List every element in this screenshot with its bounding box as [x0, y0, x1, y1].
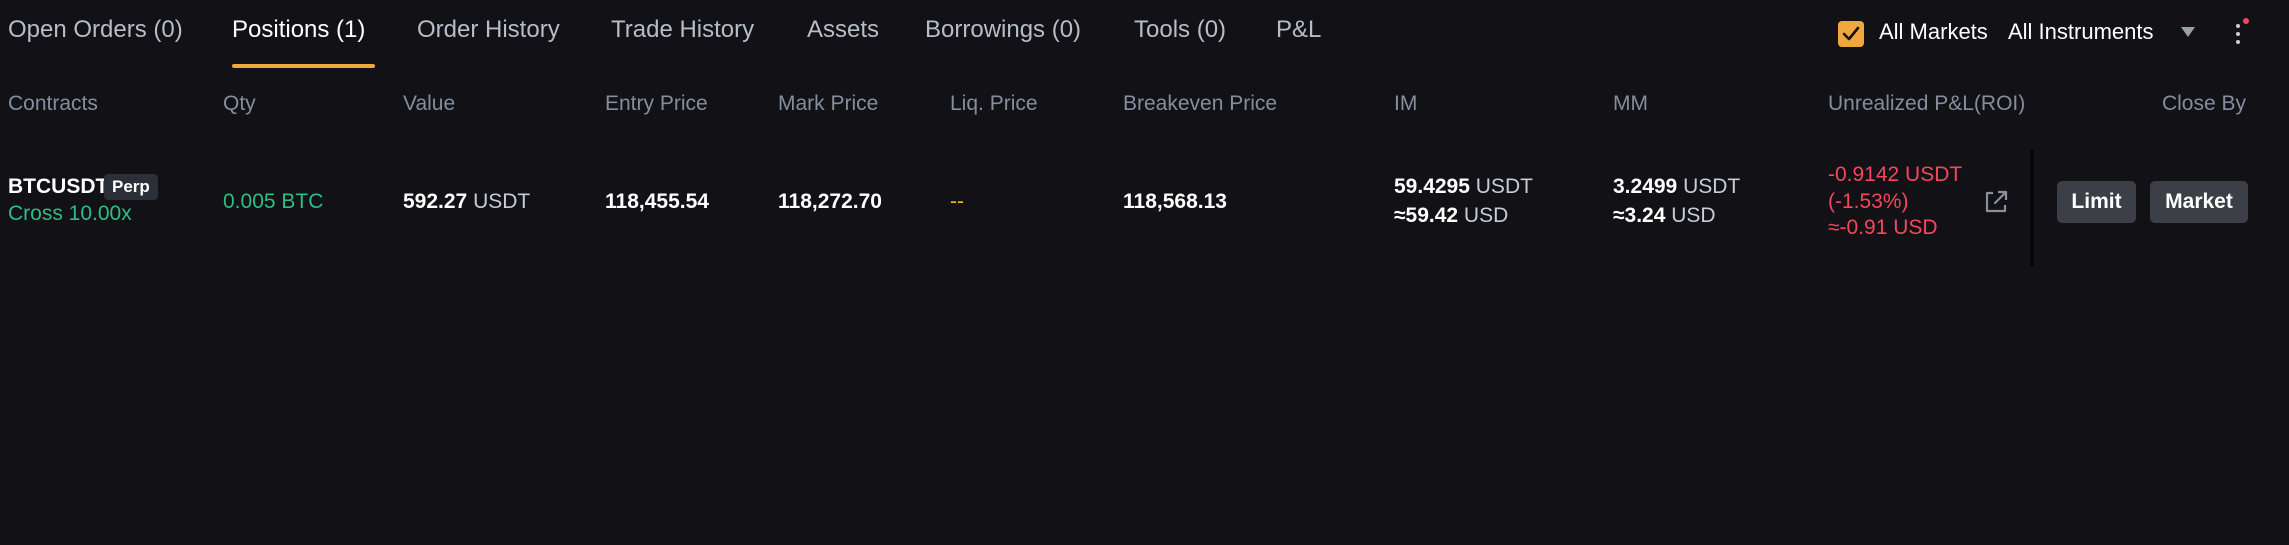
position-value-amount: 592.27 [403, 190, 468, 213]
more-vertical-icon[interactable] [2230, 18, 2249, 50]
close-limit-button[interactable]: Limit [2057, 181, 2136, 223]
header-mm: MM [1613, 92, 1648, 115]
header-value: Value [403, 92, 456, 115]
notification-dot [2243, 18, 2249, 24]
header-entry-price: Entry Price [605, 92, 708, 115]
mm-usd-amount: ≈3.24 [1613, 204, 1666, 227]
im-amount: 59.4295 [1394, 175, 1470, 198]
header-liq-price: Liq. Price [950, 92, 1038, 115]
header-close-by: Close By [2161, 92, 2246, 115]
contract-type-badge: Perp [104, 174, 158, 200]
position-qty: 0.005 BTC [223, 190, 324, 213]
tab-positions[interactable]: Positions (1) [232, 16, 366, 43]
header-im: IM [1394, 92, 1418, 115]
tab-trade-history[interactable]: Trade History [611, 16, 755, 43]
check-icon [1842, 26, 1860, 41]
mm-value: 3.2499 USDT [1613, 175, 1740, 199]
mm-usd-unit: USD [1671, 204, 1716, 227]
tab-bar: Open Orders (0) Positions (1) Order Hist… [0, 0, 2289, 70]
tab-pnl[interactable]: P&L [1276, 16, 1322, 43]
unrealized-roi: (-1.53%) [1828, 190, 1909, 213]
tab-borrowings[interactable]: Borrowings (0) [925, 16, 1082, 43]
tab-open-orders[interactable]: Open Orders (0) [8, 16, 183, 43]
im-usd-amount: ≈59.42 [1394, 204, 1459, 227]
position-value-unit: USDT [473, 190, 531, 213]
mm-unit: USDT [1683, 175, 1741, 198]
unrealized-pnl: -0.9142 USDT [1828, 163, 1963, 186]
mark-price: 118,272.70 [778, 190, 882, 213]
im-unit: USDT [1475, 175, 1533, 198]
instrument-select[interactable]: All Instruments [2008, 19, 2154, 44]
margin-mode[interactable]: Cross 10.00x [8, 202, 132, 225]
im-usd-unit: USD [1463, 204, 1509, 227]
im-value: 59.4295 USDT [1394, 175, 1533, 199]
entry-price: 118,455.54 [605, 190, 709, 213]
chevron-down-icon[interactable] [2180, 26, 2196, 38]
unrealized-pnl-usd: ≈-0.91 USD [1828, 216, 1938, 239]
liq-price: -- [950, 190, 964, 213]
tab-order-history[interactable]: Order History [417, 16, 560, 43]
header-unrealized-pnl: Unrealized P&L(ROI) [1828, 92, 2026, 115]
tab-assets[interactable]: Assets [807, 16, 880, 43]
header-mark-price: Mark Price [778, 92, 879, 115]
mm-amount: 3.2499 [1613, 175, 1678, 198]
position-value: 592.27 USDT [403, 190, 530, 214]
all-markets-label[interactable]: All Markets [1879, 19, 1988, 44]
column-divider [2030, 150, 2034, 266]
close-market-button[interactable]: Market [2150, 181, 2248, 223]
all-markets-checkbox[interactable] [1838, 21, 1864, 47]
contract-symbol[interactable]: BTCUSDT [8, 175, 109, 198]
header-contracts: Contracts [8, 92, 98, 115]
mm-usd: ≈3.24 USD [1613, 204, 1716, 228]
breakeven-price: 118,568.13 [1123, 190, 1227, 213]
header-qty: Qty [223, 92, 256, 115]
active-tab-indicator [232, 64, 375, 68]
tab-tools[interactable]: Tools (0) [1134, 16, 1227, 43]
external-link-icon[interactable] [1982, 188, 2010, 216]
im-usd: ≈59.42 USD [1394, 204, 1508, 228]
header-breakeven-price: Breakeven Price [1123, 92, 1278, 115]
